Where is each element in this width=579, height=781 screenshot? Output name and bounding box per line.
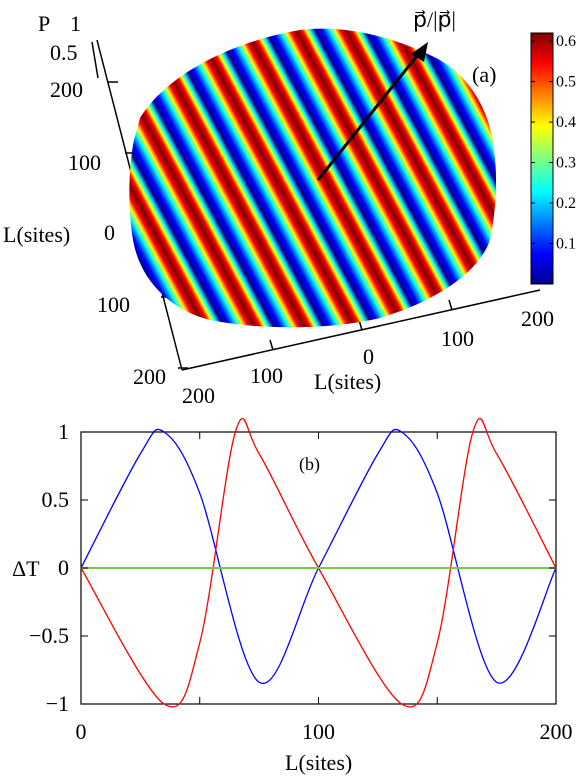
colorbar-tick-label: 0.2 <box>556 195 576 212</box>
b-xlabel: L(sites) <box>285 750 352 775</box>
z-tick-1: 1 <box>70 11 81 36</box>
b-ylabel: ΔT <box>12 556 40 581</box>
colorbar-rect <box>530 32 554 285</box>
a-ytick-2: 100 <box>68 150 101 175</box>
y-tick-label: 1 <box>58 419 69 444</box>
direction-arrow <box>316 42 428 181</box>
colorbar-tick-label: 0.6 <box>556 33 576 50</box>
panel-b-label: (b) <box>299 454 320 475</box>
a-ytick-5: 200 <box>133 364 166 389</box>
a-ylabel: L(sites) <box>3 222 70 247</box>
a-xtick-4: 100 <box>441 326 474 351</box>
colorbar-tick-label: 0.1 <box>556 236 576 253</box>
a-ytick-4: 100 <box>97 292 130 317</box>
x-tick-label: 200 <box>540 719 573 744</box>
a-xtick-1: 200 <box>182 383 215 408</box>
momentum-annotation: p⃗/|p⃗| <box>413 7 456 32</box>
z-axis-line <box>91 41 99 79</box>
x-tick-label: 100 <box>302 719 335 744</box>
panel-b: 1 0.5 0 −0.5 −1 0 100 200 (b) ΔT L(sites) <box>12 417 573 775</box>
a-xtick-3: 0 <box>363 344 374 369</box>
x-tick-label: 0 <box>76 719 87 744</box>
z-tick-0.5: 0.5 <box>50 40 78 65</box>
y-tick-label: −0.5 <box>29 623 69 648</box>
a-ytick-3: 0 <box>104 220 115 245</box>
z-axis-label: P <box>38 11 50 36</box>
stripe-fill <box>129 28 497 328</box>
a-xtick-5: 200 <box>521 306 554 331</box>
series-group <box>80 417 557 708</box>
stripe-surface <box>129 28 497 328</box>
colorbar: 0.6 0.5 0.4 0.3 0.2 0.1 <box>530 32 576 285</box>
panel-a-label: (a) <box>472 62 496 87</box>
a-xtick-2: 100 <box>250 363 283 388</box>
panel-a: p⃗/|p⃗| P 1 0.5 200 100 0 L(sites) 100 2… <box>3 7 576 408</box>
colorbar-ticks: 0.6 0.5 0.4 0.3 0.2 0.1 <box>531 33 576 253</box>
y-tick-label: −1 <box>46 691 69 716</box>
y-tick-label: 0 <box>58 555 69 580</box>
a-ytick-1: 200 <box>50 77 83 102</box>
a-xlabel: L(sites) <box>314 369 381 394</box>
colorbar-tick-label: 0.3 <box>556 155 576 172</box>
axis-ticks: 1 0.5 0 −0.5 −1 0 100 200 <box>29 419 572 744</box>
x-axis-line <box>181 289 541 371</box>
y-tick-label: 0.5 <box>42 487 70 512</box>
colorbar-tick-label: 0.5 <box>556 74 576 91</box>
colorbar-tick-label: 0.4 <box>556 114 576 131</box>
